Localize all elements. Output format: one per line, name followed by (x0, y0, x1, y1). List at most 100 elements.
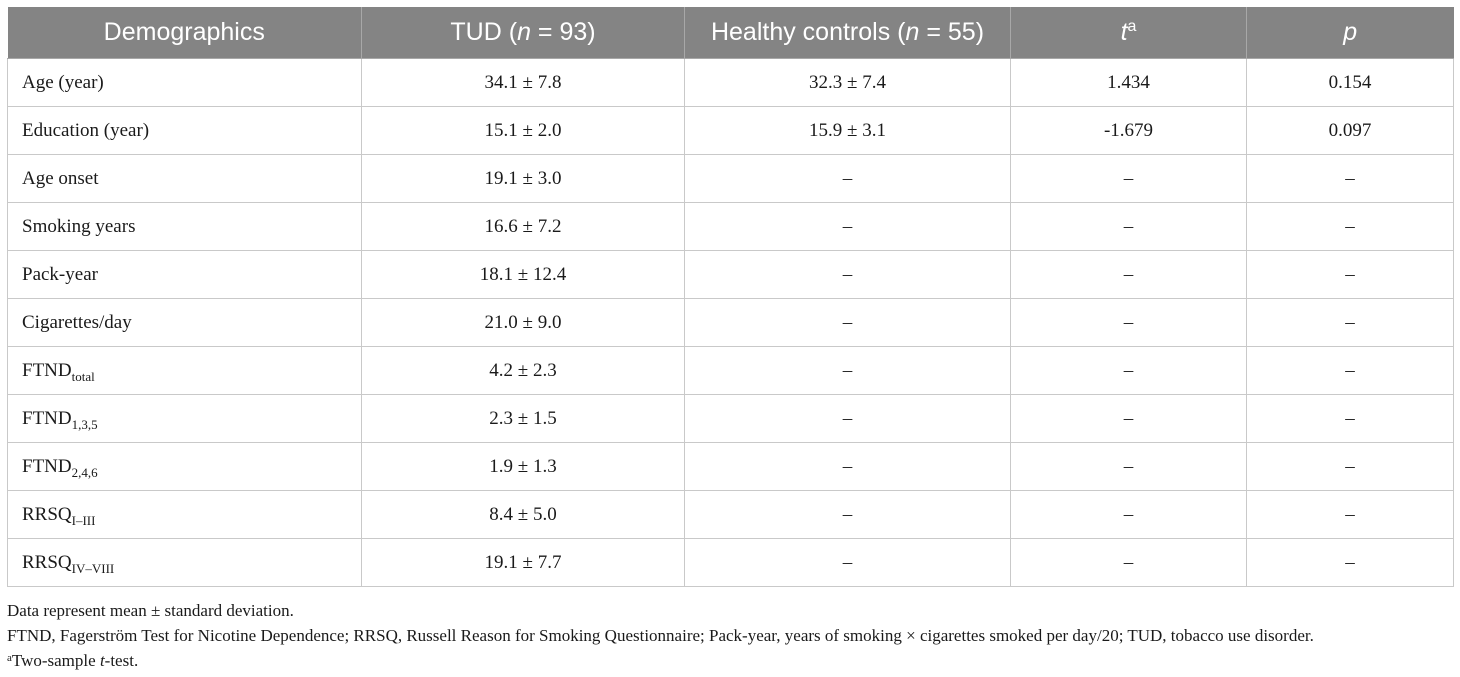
footnote-line-3-pre: Two-sample (11, 651, 100, 670)
row-label-text: Cigarettes/day (22, 311, 132, 333)
row-label-text: Education (year) (22, 119, 150, 141)
cell-t-value: – (1010, 298, 1247, 347)
table-row: Age (year) 34.1 ± 7.8 32.3 ± 7.4 1.434 0.154 (7, 58, 1454, 107)
cell-p-value: – (1246, 442, 1454, 491)
cell-healthy-controls-value: – (684, 442, 1011, 491)
header-tud-n: n (517, 18, 531, 46)
cell-p-value: – (1246, 154, 1454, 203)
cell-healthy-controls-value: – (684, 154, 1011, 203)
footnote-line-1: Data represent mean ± standard deviation… (7, 601, 294, 620)
row-label: Education (year) (7, 106, 362, 155)
footnote-line-3-post: -test. (104, 651, 139, 670)
cell-healthy-controls-value: – (684, 202, 1011, 251)
cell-healthy-controls-value: – (684, 394, 1011, 443)
cell-tud-value: 21.0 ± 9.0 (361, 298, 685, 347)
demographics-table: Demographics TUD (n = 93) Healthy contro… (7, 7, 1454, 587)
header-tud-prefix: TUD ( (450, 18, 518, 46)
row-label-text: FTND (22, 407, 72, 429)
demographics-table-container: Demographics TUD (n = 93) Healthy contro… (7, 7, 1454, 587)
row-label-subscript: 1,3,5 (71, 416, 98, 432)
cell-p-value: – (1246, 298, 1454, 347)
cell-t-value: – (1010, 202, 1247, 251)
cell-tud-value: 1.9 ± 1.3 (361, 442, 685, 491)
table-row: RRSQI–III 8.4 ± 5.0– – – (7, 490, 1454, 539)
cell-tud-value: 19.1 ± 7.7 (361, 538, 685, 587)
table-row: Education (year) 15.1 ± 2.0 15.9 ± 3.1 -1.6… (7, 106, 1454, 155)
footnote-superscript: a (7, 652, 12, 664)
row-label-text: Age (year) (22, 71, 104, 93)
cell-t-value: – (1010, 442, 1247, 491)
cell-p-value: 0.097 (1246, 106, 1454, 155)
table-row: FTNDtotal 4.2 ± 2.3– – – (7, 346, 1454, 395)
cell-tud-value: 4.2 ± 2.3 (361, 346, 685, 395)
header-p-value: p (1246, 7, 1454, 59)
row-label-subscript: 2,4,6 (71, 464, 98, 480)
header-t-statistic: ta (1010, 7, 1247, 59)
cell-t-value: – (1010, 538, 1247, 587)
row-label-text: Pack-year (22, 263, 98, 285)
header-tud-suffix: = 93) (530, 18, 596, 46)
table-row: RRSQIV–VIII 19.1 ± 7.7– – – (7, 538, 1454, 587)
cell-p-value: – (1246, 394, 1454, 443)
header-t-superscript: a (1127, 18, 1137, 35)
cell-healthy-controls-value: – (684, 538, 1011, 587)
row-label-text: FTND (22, 455, 72, 477)
cell-healthy-controls-value: 15.9 ± 3.1 (684, 106, 1011, 155)
row-label: Smoking years (7, 202, 362, 251)
cell-healthy-controls-value: – (684, 490, 1011, 539)
cell-p-value: 0.154 (1246, 58, 1454, 107)
header-t-label: t (1120, 18, 1128, 46)
row-label: Cigarettes/day (7, 298, 362, 347)
table-header-row: Demographics TUD (n = 93) Healthy contro… (7, 7, 1454, 59)
cell-p-value: – (1246, 346, 1454, 395)
cell-tud-value: 16.6 ± 7.2 (361, 202, 685, 251)
row-label: RRSQI–III (7, 490, 362, 539)
row-label: Pack-year (7, 250, 362, 299)
cell-t-value: – (1010, 154, 1247, 203)
header-healthy-controls: Healthy controls (n = 55) (684, 7, 1011, 59)
row-label: RRSQIV–VIII (7, 538, 362, 587)
row-label-text: RRSQ (22, 551, 72, 573)
cell-healthy-controls-value: 32.3 ± 7.4 (684, 58, 1011, 107)
row-label: FTND1,3,5 (7, 394, 362, 443)
footnote-line-3-italic: t (99, 651, 105, 670)
row-label: FTNDtotal (7, 346, 362, 395)
header-demographics: Demographics (7, 7, 362, 59)
row-label-subscript: I–III (71, 512, 96, 528)
cell-t-value: – (1010, 346, 1247, 395)
cell-t-value: -1.679 (1010, 106, 1247, 155)
row-label-text: Age onset (22, 167, 99, 189)
table-row: Cigarettes/day 21.0 ± 9.0– – – (7, 298, 1454, 347)
row-label: Age (year) (7, 58, 362, 107)
cell-t-value: – (1010, 250, 1247, 299)
row-label-text: FTND (22, 359, 72, 381)
row-label-subscript: IV–VIII (71, 560, 115, 576)
cell-tud-value: 2.3 ± 1.5 (361, 394, 685, 443)
cell-healthy-controls-value: – (684, 250, 1011, 299)
footnote-line-3: aTwo-sample t-test. (7, 648, 1453, 673)
header-hc-suffix: = 55) (919, 18, 985, 46)
table-row: FTND2,4,6 1.9 ± 1.3– – – (7, 442, 1454, 491)
header-hc-prefix: Healthy controls ( (710, 18, 906, 46)
table-row: Smoking years 16.6 ± 7.2– – – (7, 202, 1454, 251)
cell-p-value: – (1246, 538, 1454, 587)
cell-tud-value: 8.4 ± 5.0 (361, 490, 685, 539)
row-label: Age onset (7, 154, 362, 203)
cell-t-value: – (1010, 490, 1247, 539)
cell-t-value: – (1010, 394, 1247, 443)
cell-tud-value: 15.1 ± 2.0 (361, 106, 685, 155)
cell-healthy-controls-value: – (684, 346, 1011, 395)
row-label: FTND2,4,6 (7, 442, 362, 491)
cell-tud-value: 34.1 ± 7.8 (361, 58, 685, 107)
header-tud: TUD (n = 93) (361, 7, 685, 59)
cell-p-value: – (1246, 490, 1454, 539)
cell-healthy-controls-value: – (684, 298, 1011, 347)
table-row: FTND1,3,5 2.3 ± 1.5– – – (7, 394, 1454, 443)
cell-p-value: – (1246, 202, 1454, 251)
cell-tud-value: 19.1 ± 3.0 (361, 154, 685, 203)
table-row: Pack-year 18.1 ± 12.4– – – (7, 250, 1454, 299)
cell-t-value: 1.434 (1010, 58, 1247, 107)
header-hc-n: n (905, 18, 920, 46)
footnote-line-2: FTND, Fagerström Test for Nicotine Depen… (7, 626, 1314, 645)
table-row: Age onset 19.1 ± 3.0– – – (7, 154, 1454, 203)
